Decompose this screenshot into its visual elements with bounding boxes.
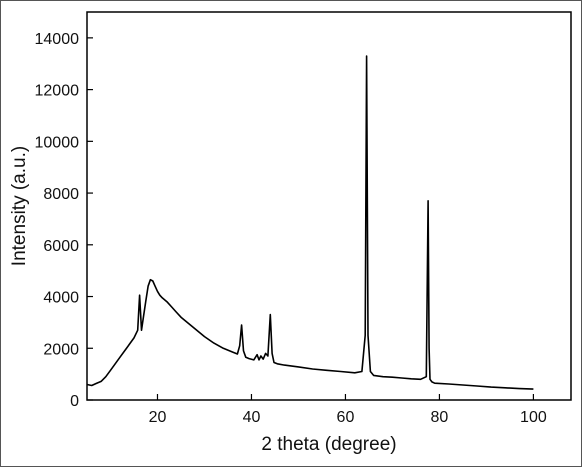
y-tick-label: 10000 — [35, 134, 80, 151]
y-axis-title: Intensity (a.u.) — [9, 146, 30, 266]
y-tick-label: 6000 — [43, 238, 79, 255]
x-axis: 20 40 60 80 100 — [149, 394, 547, 426]
y-tick-label: 12000 — [35, 83, 80, 100]
y-tick-label: 4000 — [43, 290, 79, 307]
y-tick-label: 8000 — [43, 186, 79, 203]
y-tick-label: 0 — [70, 393, 79, 410]
x-tick-label: 40 — [243, 409, 261, 426]
x-tick-label: 80 — [431, 409, 449, 426]
x-axis-title: 2 theta (degree) — [261, 434, 396, 455]
x-tick-label: 100 — [520, 409, 547, 426]
y-tick-label: 2000 — [43, 341, 79, 358]
x-tick-label: 20 — [149, 409, 167, 426]
x-tick-label: 60 — [337, 409, 355, 426]
y-tick-label: 14000 — [35, 31, 80, 48]
data-line — [86, 55, 534, 390]
plot-area — [86, 11, 572, 401]
y-axis: 0 2000 4000 6000 8000 10000 12000 14000 — [35, 31, 93, 410]
